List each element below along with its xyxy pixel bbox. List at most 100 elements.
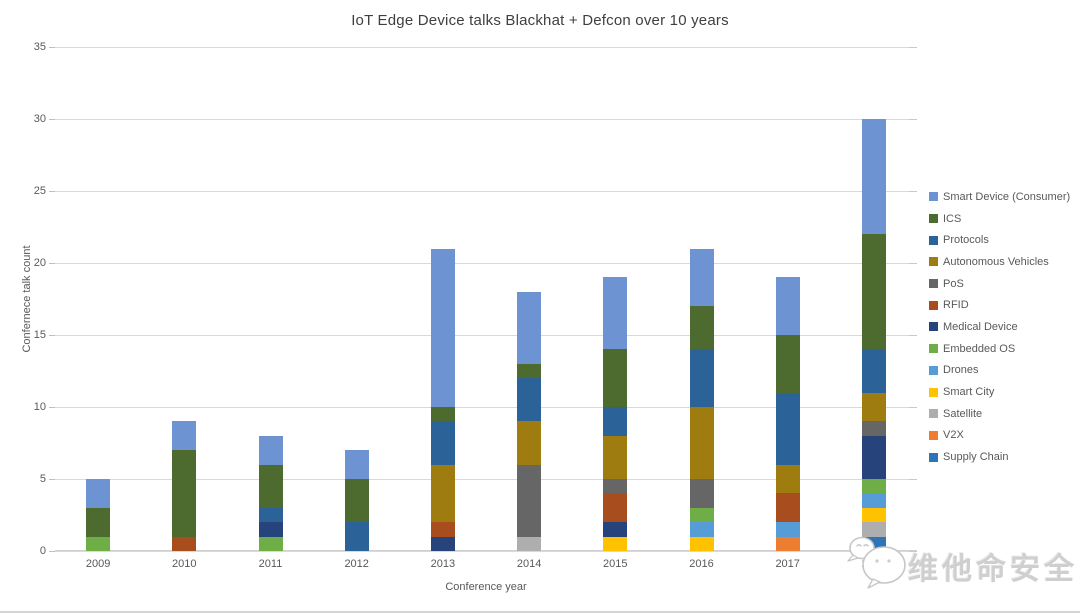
bar-segment bbox=[430, 248, 455, 407]
bar-segment bbox=[430, 464, 455, 523]
x-tick-label: 2014 bbox=[516, 558, 542, 570]
watermark-text: 维他命安全 bbox=[908, 553, 1078, 586]
bar-segment bbox=[517, 363, 542, 379]
bar-segment bbox=[344, 522, 369, 551]
gridline bbox=[55, 550, 917, 552]
bar-segment bbox=[775, 392, 800, 465]
legend-swatch bbox=[929, 452, 938, 462]
bar-segment bbox=[430, 421, 455, 465]
legend-item: Medical Device bbox=[929, 316, 1079, 338]
legend-swatch bbox=[929, 300, 938, 310]
bar-segment bbox=[689, 507, 714, 523]
legend-label: Supply Chain bbox=[943, 451, 1009, 464]
legend-swatch bbox=[929, 192, 938, 202]
bar-segment bbox=[689, 349, 714, 407]
legend-label: Embedded OS bbox=[943, 342, 1016, 355]
legend-swatch bbox=[929, 430, 938, 440]
legend-swatch bbox=[929, 409, 938, 419]
y-tick-mark bbox=[49, 262, 55, 264]
x-tick-label: 2011 bbox=[258, 558, 283, 570]
y-tick-mark bbox=[49, 334, 55, 336]
bar-segment bbox=[861, 522, 886, 537]
legend-item: Protocols bbox=[929, 229, 1079, 251]
bar-segment bbox=[603, 349, 628, 407]
right-tick-mark bbox=[909, 262, 917, 264]
bar-segment bbox=[430, 522, 455, 537]
legend-label: Drones bbox=[943, 364, 979, 377]
bar-segment bbox=[861, 349, 886, 393]
bar-segment bbox=[603, 536, 628, 551]
right-tick-mark bbox=[909, 190, 917, 192]
gridline bbox=[55, 478, 917, 480]
legend-label: Satellite bbox=[943, 407, 983, 420]
right-tick-mark bbox=[909, 46, 917, 48]
y-tick-label: 5 bbox=[39, 473, 46, 485]
x-tick-label: 2017 bbox=[775, 558, 800, 570]
legend-item: ICS bbox=[929, 208, 1079, 230]
plot-area bbox=[55, 46, 917, 552]
bar-segment bbox=[775, 493, 800, 523]
y-tick-mark bbox=[49, 190, 55, 192]
gridline bbox=[55, 406, 917, 408]
bar-segment bbox=[603, 435, 628, 479]
legend-label: Smart City bbox=[943, 386, 995, 399]
legend-item: Satellite bbox=[929, 403, 1079, 425]
bar-segment bbox=[517, 291, 542, 364]
y-tick-label: 35 bbox=[33, 41, 46, 53]
bar-segment bbox=[172, 536, 197, 551]
legend-label: Smart Device (Consumer) bbox=[943, 190, 1071, 203]
bar-segment bbox=[517, 536, 542, 551]
legend-label: V2X bbox=[943, 429, 964, 442]
y-tick-label: 20 bbox=[33, 257, 46, 269]
legend-swatch bbox=[929, 214, 938, 224]
bar-segment bbox=[689, 522, 714, 537]
bar-segment bbox=[861, 507, 886, 523]
x-tick-label: 2016 bbox=[689, 558, 714, 570]
y-tick-mark bbox=[49, 46, 55, 48]
bar-segment bbox=[861, 421, 886, 436]
legend-item: Drones bbox=[929, 360, 1079, 382]
bar-segment bbox=[775, 536, 800, 551]
bar-segment bbox=[603, 479, 628, 494]
x-tick-label: 2015 bbox=[603, 558, 628, 570]
gridline bbox=[55, 118, 917, 120]
legend-label: PoS bbox=[943, 277, 964, 290]
bar-segment bbox=[172, 450, 197, 537]
watermark: 维他命安全 bbox=[846, 531, 1076, 593]
bar-segment bbox=[258, 435, 283, 465]
right-tick-mark bbox=[909, 478, 917, 480]
bar-segment bbox=[861, 493, 886, 508]
right-tick-mark bbox=[909, 406, 917, 408]
legend-swatch bbox=[929, 365, 938, 375]
bar-segment bbox=[861, 479, 886, 494]
bar-segment bbox=[603, 277, 628, 350]
bar-segment bbox=[344, 479, 369, 523]
legend-item: RFID bbox=[929, 294, 1079, 316]
bar-segment bbox=[517, 464, 542, 537]
legend-label: RFID bbox=[943, 299, 969, 312]
legend-label: Medical Device bbox=[943, 320, 1018, 333]
bar-segment bbox=[258, 464, 283, 508]
legend-swatch bbox=[929, 387, 938, 397]
x-tick-label: 2013 bbox=[430, 558, 456, 570]
bar-segment bbox=[861, 119, 886, 235]
bar-segment bbox=[603, 522, 628, 537]
bar-segment bbox=[517, 421, 542, 465]
legend-item: Smart Device (Consumer) bbox=[929, 186, 1079, 208]
x-tick-label: 2009 bbox=[85, 558, 111, 570]
chart-legend: Smart Device (Consumer) ICS Protocols Auton… bbox=[929, 186, 1079, 468]
screenshot-bottom-edge bbox=[0, 611, 1080, 613]
y-tick-mark bbox=[49, 550, 55, 552]
x-axis-line bbox=[55, 550, 917, 551]
bar-segment bbox=[258, 507, 283, 523]
right-tick-mark bbox=[909, 118, 917, 120]
gridline bbox=[55, 334, 917, 336]
bar-segment bbox=[603, 493, 628, 523]
bar-segment bbox=[86, 536, 111, 551]
y-tick-mark bbox=[49, 118, 55, 120]
bar-segment bbox=[861, 435, 886, 479]
y-tick-mark bbox=[49, 478, 55, 480]
legend-item: Supply Chain bbox=[929, 446, 1079, 468]
bar-segment bbox=[689, 536, 714, 551]
